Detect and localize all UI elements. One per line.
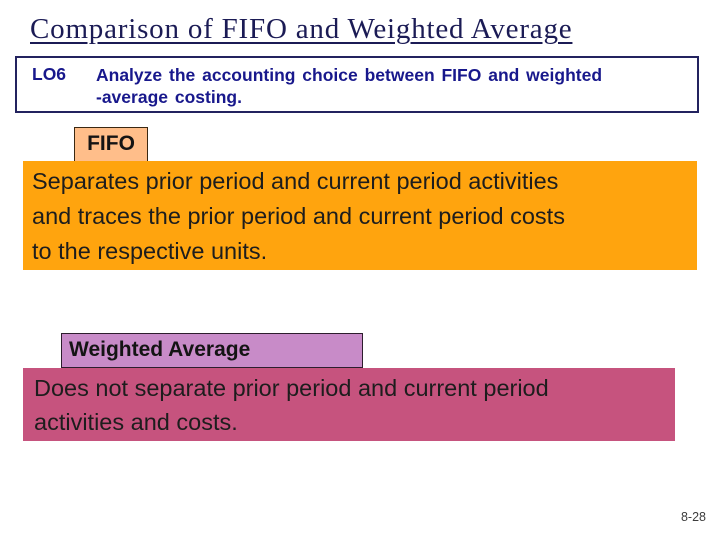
slide-title: Comparison of FIFO and Weighted Average — [30, 13, 573, 45]
learning-objective-text: Analyze the accounting choice between FI… — [96, 64, 602, 108]
fifo-description-box: Separates prior period and current perio… — [23, 161, 697, 270]
weighted-average-label: Weighted Average — [61, 333, 363, 368]
learning-objective-line-1: Analyze the accounting choice between FI… — [96, 65, 603, 85]
learning-objective-code: LO6 — [32, 64, 67, 84]
weighted-average-description-line-1: Does not separate prior period and curre… — [34, 375, 549, 401]
fifo-description-line-1: Separates prior period and current perio… — [32, 168, 559, 194]
fifo-label: FIFO — [74, 127, 148, 163]
learning-objective-line-2: -average costing. — [96, 87, 242, 107]
page-number: 8-28 — [680, 510, 706, 524]
fifo-description-line-2: and traces the prior period and current … — [32, 203, 565, 229]
weighted-average-description-box: Does not separate prior period and curre… — [23, 368, 675, 441]
learning-objective-box: LO6 Analyze the accounting choice betwee… — [15, 56, 699, 113]
weighted-average-description-line-2: activities and costs. — [34, 409, 238, 435]
fifo-description-line-3: to the respective units. — [32, 238, 268, 264]
